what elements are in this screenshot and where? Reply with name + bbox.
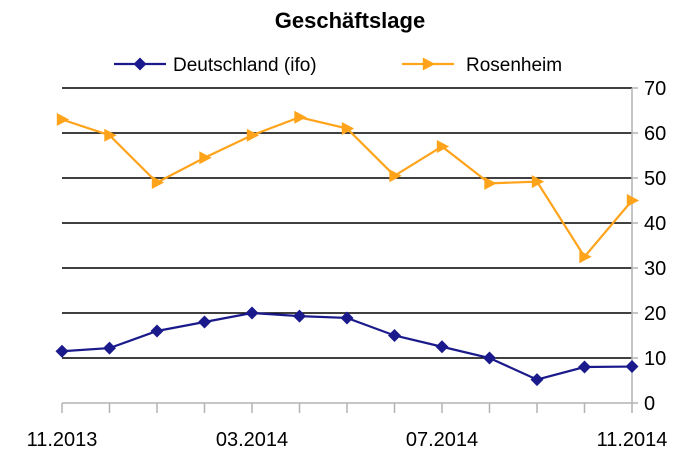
data-point-marker [579,250,592,264]
data-point-marker [422,57,436,71]
data-point-marker [530,373,544,387]
data-point-marker [56,113,70,126]
y-tick-label: 30 [644,258,666,280]
data-point-marker [293,309,306,323]
chart-title: Geschäftslage [274,8,426,33]
data-point-marker [626,194,640,207]
data-point-marker [55,344,69,358]
y-tick-label: 70 [644,78,666,100]
y-tick-label: 0 [644,393,655,415]
y-tick-label: 40 [644,213,666,235]
series-rosenheim [56,110,640,264]
data-point-marker [150,324,164,338]
data-point-marker [483,351,496,365]
y-tick-label: 10 [644,348,666,370]
data-point-marker [578,360,591,374]
data-point-marker [245,306,259,320]
data-point-marker [151,176,165,189]
data-point-marker [198,315,211,329]
data-point-marker [531,175,545,189]
data-point-marker [104,128,117,142]
data-point-marker [625,360,639,374]
data-point-marker [341,122,355,135]
x-tick-label: 11.2013 [27,429,98,451]
legend-item: Rosenheim [402,55,562,76]
data-point-marker [388,329,401,342]
data-point-marker [103,341,116,355]
data-point-marker [246,128,260,142]
data-point-marker [484,176,497,190]
y-tick-label: 20 [644,303,666,325]
data-point-marker [436,140,450,153]
data-point-marker [389,169,402,183]
x-tick-label: 03.2014 [216,429,288,451]
data-point-marker [435,340,449,354]
data-point-marker [133,57,147,71]
data-point-marker [340,311,354,325]
y-tick-label: 60 [644,123,666,145]
legend-label: Rosenheim [466,55,562,76]
series-line [61,116,633,259]
data-point-marker [199,151,212,165]
x-tick-label: 11.2014 [597,429,668,451]
data-point-marker [294,110,307,124]
y-tick-label: 50 [644,168,666,190]
series-deutschland [55,306,639,387]
x-tick-label: 07.2014 [406,429,478,451]
legend-item: Deutschland (ifo) [114,55,317,76]
legend-label: Deutschland (ifo) [173,55,317,76]
